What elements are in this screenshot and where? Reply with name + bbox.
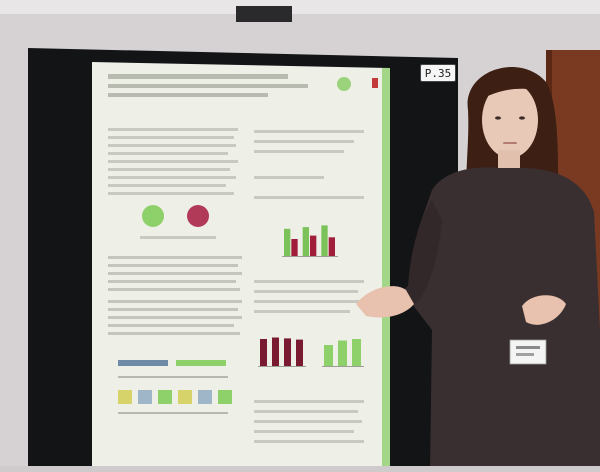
poster-chart-top-bar — [291, 239, 298, 256]
poster-left-text-2 — [108, 256, 242, 335]
badge-line-1 — [516, 346, 540, 349]
poster-chart-bottom-left — [258, 337, 306, 367]
poster-logo-red — [372, 78, 378, 88]
presenter — [356, 67, 600, 472]
presenter-hand-left — [356, 286, 414, 318]
presenter-mouth — [503, 142, 517, 144]
poster-chart-br-bar — [338, 340, 347, 366]
presenter-face — [482, 82, 538, 158]
presenter-fringe — [480, 78, 540, 100]
projector — [236, 6, 292, 22]
poster-green-circle — [142, 205, 164, 227]
poster-chart-top-bar — [284, 228, 291, 256]
poster-edge-stripe — [382, 68, 390, 472]
poster-chart-top — [282, 225, 338, 257]
poster-logo-green — [337, 77, 351, 91]
poster-chart-top-bar — [328, 237, 335, 256]
poster-chart-bl-bar — [296, 339, 303, 366]
badge-line-2 — [516, 353, 534, 356]
poster-chart-top-bar — [302, 227, 309, 256]
presenter-eye-left — [495, 116, 501, 120]
poster-chart-br-bar — [352, 339, 361, 366]
presenter-hand-right — [522, 295, 566, 325]
poster-diagram — [118, 360, 232, 414]
poster-chart-br-bar — [324, 345, 333, 366]
presenter-name-badge — [509, 339, 547, 365]
poster-left-text — [108, 128, 238, 195]
poster-chart-bl-bar — [284, 338, 291, 366]
board-number-label: P.35 — [420, 64, 456, 82]
poster-right-text — [254, 130, 364, 443]
poster-red-circle — [187, 205, 209, 227]
presenter-top — [406, 167, 600, 472]
poster-chart-bottom-right — [322, 339, 364, 367]
poster-title-block — [108, 74, 308, 97]
poster — [92, 62, 390, 472]
presenter-eye-right — [519, 116, 525, 120]
poster-chart-bl-bar — [260, 339, 267, 366]
poster-chart-top-axis — [282, 256, 338, 257]
floor — [0, 466, 600, 472]
ceiling — [0, 0, 600, 14]
poster-chart-bl-bar — [272, 337, 279, 366]
poster-chart-bl-axis — [258, 366, 306, 367]
poster-chart-br-axis — [322, 366, 364, 367]
poster-chart-top-bar — [321, 225, 328, 256]
poster-chart-top-bar — [310, 235, 317, 256]
presenter-arm-left — [390, 200, 442, 312]
poster-circle-caption — [140, 236, 216, 239]
